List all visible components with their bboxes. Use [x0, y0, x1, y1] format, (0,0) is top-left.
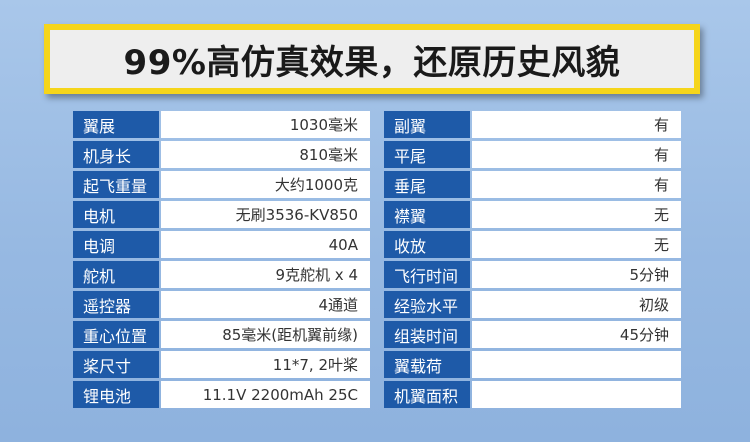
spec-label: 翼载荷	[384, 351, 470, 378]
spec-value: 4通道	[161, 291, 370, 318]
spec-value	[472, 381, 681, 408]
spec-label: 平尾	[384, 141, 470, 168]
spec-label: 收放	[384, 231, 470, 258]
spec-label: 襟翼	[384, 201, 470, 228]
spec-value: 810毫米	[161, 141, 370, 168]
spec-value: 无刷3536-KV850	[161, 201, 370, 228]
spec-value: 45分钟	[472, 321, 681, 348]
spec-label: 组装时间	[384, 321, 470, 348]
spec-value: 40A	[161, 231, 370, 258]
spec-value: 1030毫米	[161, 111, 370, 138]
spec-label: 副翼	[384, 111, 470, 138]
spec-value: 无	[472, 201, 681, 228]
headline-banner: 99%高仿真效果，还原历史风貌	[44, 24, 700, 94]
spec-label: 重心位置	[73, 321, 159, 348]
spec-label: 电调	[73, 231, 159, 258]
spec-value: 有	[472, 171, 681, 198]
spec-label: 机身长	[73, 141, 159, 168]
spec-value: 初级	[472, 291, 681, 318]
spec-label: 电机	[73, 201, 159, 228]
spec-value: 85毫米(距机翼前缘)	[161, 321, 370, 348]
spec-label: 经验水平	[384, 291, 470, 318]
spec-label: 锂电池	[73, 381, 159, 408]
spec-label: 桨尺寸	[73, 351, 159, 378]
spec-label: 飞行时间	[384, 261, 470, 288]
spec-value: 有	[472, 141, 681, 168]
spec-value: 无	[472, 231, 681, 258]
spec-value: 11*7, 2叶桨	[161, 351, 370, 378]
spec-value: 11.1V 2200mAh 25C	[161, 381, 370, 408]
spec-value: 大约1000克	[161, 171, 370, 198]
spec-label: 遥控器	[73, 291, 159, 318]
spec-label: 舵机	[73, 261, 159, 288]
spec-value: 有	[472, 111, 681, 138]
spec-value: 9克舵机 x 4	[161, 261, 370, 288]
spec-label: 机翼面积	[384, 381, 470, 408]
spec-label: 垂尾	[384, 171, 470, 198]
spec-value	[472, 351, 681, 378]
spec-value: 5分钟	[472, 261, 681, 288]
spec-label: 翼展	[73, 111, 159, 138]
headline-title: 99%高仿真效果，还原历史风貌	[123, 42, 621, 83]
spec-label: 起飞重量	[73, 171, 159, 198]
